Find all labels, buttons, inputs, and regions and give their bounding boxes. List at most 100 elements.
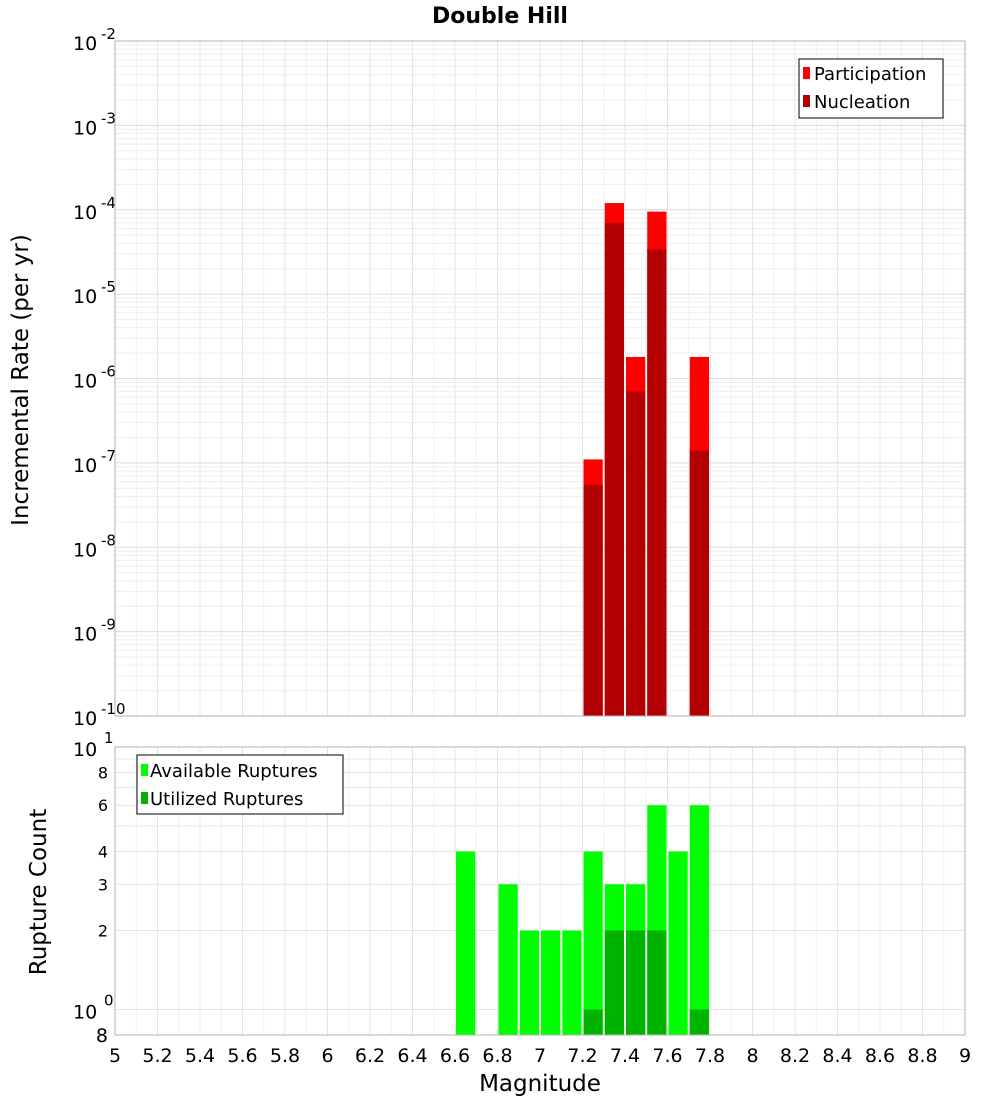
- svg-text:1: 1: [104, 729, 114, 747]
- svg-text:10: 10: [73, 708, 97, 730]
- y-tick-label: 10 -3: [73, 109, 116, 139]
- svg-text:10: 10: [73, 286, 97, 308]
- svg-text:-5: -5: [101, 278, 116, 296]
- svg-text:-7: -7: [101, 447, 116, 465]
- bar-available-ruptures: [456, 851, 476, 1035]
- svg-text:10: 10: [73, 202, 97, 224]
- y-tick-label: 10 -8: [73, 531, 116, 561]
- y-tick-label: 6: [98, 796, 108, 815]
- top-legend-box: [798, 58, 944, 119]
- svg-text:10: 10: [73, 117, 97, 139]
- x-tick-label: 6.6: [440, 1045, 470, 1067]
- x-tick-label: 9: [959, 1045, 971, 1067]
- y-tick-label: 4: [98, 842, 108, 861]
- svg-text:-8: -8: [101, 531, 116, 549]
- x-tick-label: 7: [534, 1045, 546, 1067]
- svg-text:-9: -9: [101, 616, 116, 634]
- svg-text:-2: -2: [101, 25, 116, 43]
- bar-utilized-ruptures: [689, 1009, 709, 1035]
- svg-text:10: 10: [73, 455, 97, 477]
- x-tick-label: 8: [746, 1045, 758, 1067]
- svg-text:10: 10: [73, 539, 97, 561]
- x-tick-label: 8.8: [907, 1045, 937, 1067]
- x-tick-label: 7.4: [610, 1045, 640, 1067]
- y-tick-label: 10 -2: [73, 25, 116, 55]
- legend-swatch-participation: [803, 67, 810, 79]
- legend-label-nucleation: Nucleation: [814, 92, 910, 113]
- legend-label-available: Available Ruptures: [150, 761, 318, 782]
- y-tick-label: 10 -5: [73, 278, 116, 308]
- bottom-bars: [456, 805, 709, 1035]
- bar-available-ruptures: [519, 930, 539, 1035]
- x-tick-label: 5.8: [270, 1045, 300, 1067]
- y-tick-label: 10 1: [73, 729, 114, 761]
- bar-nucleation: [647, 249, 667, 716]
- svg-text:10: 10: [73, 1002, 97, 1024]
- svg-text:10: 10: [73, 371, 97, 393]
- bar-utilized-ruptures: [583, 1009, 603, 1035]
- svg-text:10: 10: [73, 33, 97, 55]
- bar-nucleation: [689, 450, 709, 716]
- top-gridlines: [114, 41, 966, 717]
- x-ticks: 5 5.2 5.4 5.6 5.8 6 6.2 6.4 6.6 6.8 7 7.2 7.4 7.6 7.8 8…: [109, 1045, 971, 1067]
- svg-text:10: 10: [73, 739, 97, 761]
- svg-text:-4: -4: [101, 194, 116, 212]
- legend-label-participation: Participation: [814, 64, 926, 85]
- top-plot-frame: [114, 40, 966, 717]
- y-tick-label: 8: [98, 763, 108, 782]
- y-tick-label: 10 -6: [73, 363, 116, 393]
- bar-available-ruptures: [498, 884, 518, 1035]
- bar-nucleation: [583, 484, 603, 716]
- x-tick-label: 5.4: [185, 1045, 215, 1067]
- x-tick-label: 7.8: [695, 1045, 725, 1067]
- x-tick-label: 5.2: [142, 1045, 172, 1067]
- top-legend: Participation Nucleation: [798, 58, 944, 119]
- bottom-legend: Available Ruptures Utilized Ruptures: [136, 754, 344, 815]
- y-tick-label: 10 -4: [73, 194, 116, 224]
- bar-nucleation: [604, 222, 624, 716]
- svg-text:-3: -3: [101, 109, 116, 127]
- x-tick-label: 7.6: [652, 1045, 682, 1067]
- y-tick-label: 8: [96, 1025, 108, 1047]
- y-tick-label: 10 -9: [73, 616, 116, 646]
- bar-nucleation: [626, 391, 646, 716]
- legend-label-utilized: Utilized Ruptures: [150, 789, 303, 810]
- y-tick-label: 3: [98, 875, 108, 894]
- top-bars: [583, 203, 709, 716]
- x-tick-label: 8.6: [865, 1045, 895, 1067]
- legend-swatch-available: [141, 764, 148, 776]
- x-tick-label: 8.2: [780, 1045, 810, 1067]
- x-tick-label: 7.2: [567, 1045, 597, 1067]
- bottom-y-axis-label: Rupture Count: [26, 809, 52, 975]
- x-tick-label: 6: [321, 1045, 333, 1067]
- svg-text:10: 10: [73, 624, 97, 646]
- y-tick-label: 10 -10: [73, 700, 126, 730]
- y-tick-label: 2: [98, 922, 108, 941]
- x-tick-label: 8.4: [822, 1045, 852, 1067]
- x-tick-label: 5.6: [227, 1045, 257, 1067]
- svg-text:0: 0: [104, 992, 114, 1010]
- bar-available-ruptures: [689, 805, 709, 1035]
- x-axis-label: Magnitude: [479, 1071, 601, 1097]
- x-tick-label: 6.2: [355, 1045, 385, 1067]
- legend-swatch-nucleation: [803, 95, 810, 107]
- chart-title: Double Hill: [432, 4, 568, 29]
- bar-utilized-ruptures: [647, 930, 667, 1035]
- x-tick-label: 5: [109, 1045, 121, 1067]
- bar-available-ruptures: [541, 930, 561, 1035]
- y-tick-label: 10 0: [73, 992, 114, 1024]
- svg-text:-10: -10: [101, 700, 126, 718]
- top-y-axis-label: Incremental Rate (per yr): [8, 234, 34, 526]
- legend-swatch-utilized: [141, 792, 148, 804]
- bar-available-ruptures: [562, 930, 582, 1035]
- bottom-plot-frame: [114, 746, 966, 1036]
- y-tick-label: 10 -7: [73, 447, 116, 477]
- x-tick-label: 6.8: [482, 1045, 512, 1067]
- bar-utilized-ruptures: [604, 930, 624, 1035]
- bar-utilized-ruptures: [626, 930, 646, 1035]
